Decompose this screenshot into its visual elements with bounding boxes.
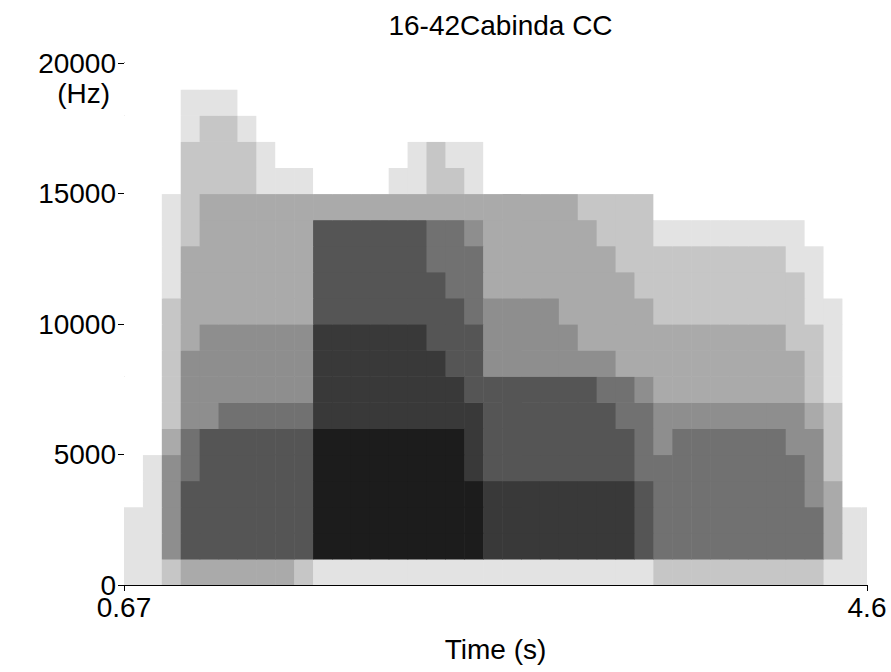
svg-text:0.67: 0.67 — [97, 592, 152, 623]
svg-text:15000: 15000 — [38, 178, 116, 209]
svg-text:(Hz): (Hz) — [57, 78, 110, 109]
svg-text:4.6: 4.6 — [848, 592, 887, 623]
svg-text:20000: 20000 — [38, 48, 116, 79]
svg-text:0: 0 — [100, 569, 116, 601]
svg-text:10000: 10000 — [38, 309, 116, 340]
svg-text:Time (s): Time (s) — [445, 634, 547, 665]
svg-text:5000: 5000 — [54, 439, 116, 470]
svg-text:16-42Cabinda CC: 16-42Cabinda CC — [388, 10, 612, 41]
